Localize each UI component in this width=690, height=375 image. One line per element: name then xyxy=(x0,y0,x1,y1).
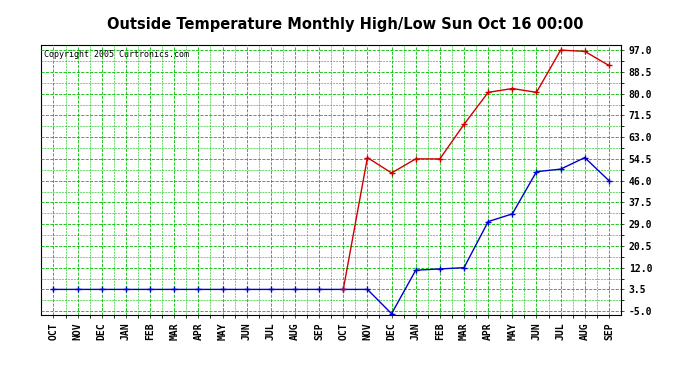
Text: Outside Temperature Monthly High/Low Sun Oct 16 00:00: Outside Temperature Monthly High/Low Sun… xyxy=(107,17,583,32)
Text: Copyright 2005 Curtronics.com: Copyright 2005 Curtronics.com xyxy=(44,50,189,59)
